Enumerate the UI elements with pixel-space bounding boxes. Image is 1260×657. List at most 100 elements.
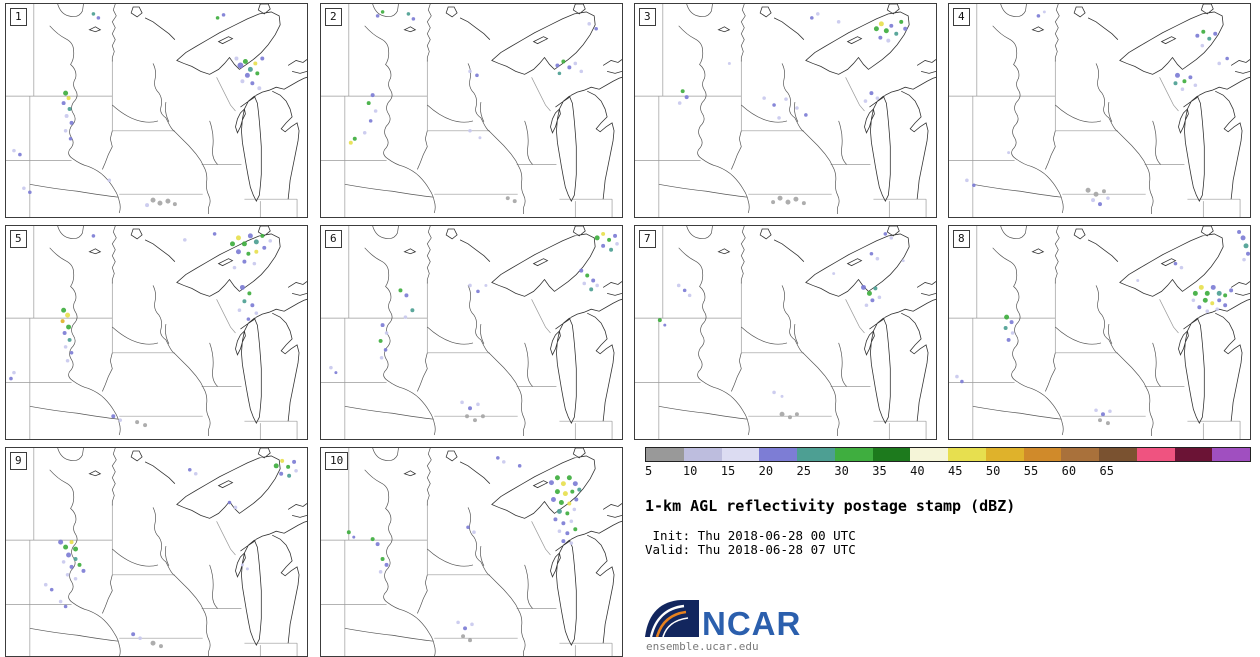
radar-echo [107, 178, 112, 183]
radar-echo [230, 241, 235, 247]
radar-echo-layer [9, 232, 273, 428]
radar-echo [866, 290, 872, 296]
radar-echo-layer [12, 12, 265, 208]
radar-echo [1192, 290, 1198, 296]
radar-echo [554, 475, 560, 481]
colorbar-tick-label: 55 [1023, 464, 1039, 478]
radar-echo [1217, 298, 1222, 303]
radar-echo [1246, 251, 1250, 256]
member-panel-10: 10 [320, 447, 623, 657]
radar-echo [1210, 284, 1216, 290]
radar-echo [373, 109, 378, 113]
reflectivity-colorbar [645, 447, 1251, 462]
radar-echo [465, 414, 470, 419]
radar-echo [215, 16, 220, 20]
radar-echo [240, 79, 245, 84]
radar-echo [67, 107, 72, 111]
radar-echo [273, 463, 279, 469]
radar-echo [235, 235, 241, 241]
colorbar-tick-label: 15 [720, 464, 736, 478]
radar-echo [589, 287, 594, 292]
radar-echo [61, 560, 66, 564]
radar-echo [472, 418, 477, 423]
radar-echo [1108, 409, 1112, 414]
radar-echo [569, 541, 574, 545]
radar-echo [594, 26, 598, 31]
radar-echo [461, 634, 466, 639]
radar-echo [870, 298, 875, 303]
radar-echo [65, 358, 70, 363]
reflectivity-map [321, 4, 622, 217]
radar-echo [378, 570, 383, 574]
member-panel-2: 2 [320, 3, 623, 218]
colorbar-segment [985, 448, 1024, 461]
radar-echo [1198, 284, 1204, 290]
radar-echo [1174, 72, 1180, 78]
radar-echo [91, 12, 96, 16]
radar-echo [18, 152, 22, 157]
radar-echo [1180, 87, 1185, 91]
radar-echo [565, 511, 570, 516]
radar-echo [972, 183, 976, 188]
colorbar-segment [1023, 448, 1062, 461]
radar-echo [61, 307, 67, 313]
radar-echo [362, 131, 367, 135]
radar-echo [548, 480, 554, 486]
radar-echo [468, 406, 472, 411]
radar-echo [65, 573, 70, 577]
radar-echo [1201, 29, 1206, 34]
radar-echo [1195, 33, 1200, 38]
radar-echo [250, 81, 255, 86]
radar-echo [860, 284, 866, 290]
member-number-label: 7 [639, 230, 656, 248]
colorbar-segment [1061, 448, 1099, 461]
radar-echo [237, 62, 244, 69]
radar-echo [1173, 261, 1178, 266]
radar-echo [370, 93, 375, 98]
radar-echo [246, 251, 251, 256]
radar-echo [334, 371, 338, 375]
radar-echo [286, 464, 291, 469]
member-panel-1: 1 [5, 3, 308, 218]
radar-echo [595, 283, 599, 288]
radar-echo [244, 72, 250, 78]
radar-echo [135, 420, 140, 425]
reflectivity-map [635, 226, 936, 439]
colorbar-tick-label: 45 [948, 464, 963, 478]
radar-echo [573, 527, 578, 532]
radar-echo [370, 537, 375, 542]
radar-echo [157, 200, 163, 206]
radar-echo [66, 552, 72, 558]
colorbar-segment [797, 448, 835, 461]
radar-echo [242, 259, 247, 264]
radar-echo [366, 101, 371, 106]
radar-echo [73, 576, 78, 581]
colorbar-segment [721, 448, 760, 461]
radar-echo [158, 644, 163, 649]
radar-echo [680, 89, 685, 94]
radar-echo [569, 519, 574, 524]
member-number-label: 3 [639, 8, 656, 26]
radar-echo [221, 13, 226, 17]
colorbar-segment [1174, 448, 1213, 461]
init-time-label: Init: Thu 2018-06-28 00 UTC [645, 528, 856, 543]
radar-echo [609, 247, 614, 252]
radar-echo [579, 69, 584, 74]
radar-echo [677, 101, 682, 105]
radar-echo [883, 232, 888, 236]
radar-echo [1200, 43, 1205, 48]
radar-echo [138, 636, 142, 640]
reflectivity-map [949, 226, 1250, 439]
radar-echo [247, 291, 252, 296]
radar-echo [9, 376, 13, 381]
radar-echo [268, 239, 273, 243]
radar-echo [193, 471, 198, 476]
radar-echo [1101, 189, 1106, 194]
radar-echo [67, 337, 72, 342]
radar-echo [292, 459, 297, 464]
radar-echo [131, 632, 136, 637]
radar-echo [607, 237, 612, 242]
radar-echo [242, 58, 248, 64]
radar-echo-layer [346, 456, 582, 643]
radar-echo [73, 546, 79, 552]
